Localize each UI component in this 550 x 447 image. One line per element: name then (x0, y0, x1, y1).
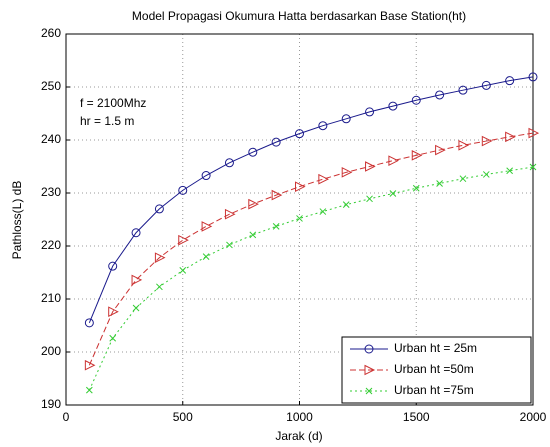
data-point (132, 304, 140, 312)
legend-marker (365, 387, 373, 395)
data-point (249, 231, 257, 239)
data-point (319, 208, 327, 215)
data-point (481, 80, 491, 90)
data-point (156, 283, 163, 291)
legend-label: Urban ht =50m (394, 362, 474, 376)
data-point (154, 252, 166, 263)
data-point (295, 181, 306, 192)
data-point (481, 135, 493, 147)
data-point (365, 161, 376, 172)
data-point (365, 107, 375, 117)
data-point (412, 184, 420, 192)
chart-title: Model Propagasi Okumura Hatta berdasarka… (132, 9, 466, 23)
data-point (411, 150, 423, 161)
data-point (505, 131, 516, 143)
data-point (84, 359, 96, 371)
annotation: hr = 1.5 m (80, 114, 134, 128)
legend-label: Urban ht = 25m (394, 341, 477, 355)
data-point (411, 95, 421, 105)
x-tick-label: 2000 (520, 410, 547, 424)
data-point (248, 198, 259, 210)
data-point (529, 163, 537, 171)
data-point (271, 189, 283, 201)
x-axis-label: Jarak (d) (275, 429, 322, 443)
data-point (458, 85, 468, 95)
data-point (108, 306, 119, 318)
y-axis-label: Pathloss(L) dB (10, 181, 24, 260)
data-point (108, 261, 118, 271)
x-tick-label: 1500 (403, 410, 430, 424)
data-point (201, 221, 213, 232)
data-point (318, 121, 328, 131)
data-point (436, 180, 443, 187)
data-point (224, 208, 236, 220)
y-tick-label: 220 (41, 238, 61, 252)
data-point (295, 129, 304, 139)
y-tick-label: 230 (41, 185, 61, 199)
data-point (341, 114, 351, 124)
data-point (109, 334, 117, 342)
data-point (154, 204, 164, 214)
y-tick-label: 200 (41, 344, 61, 358)
data-point (341, 167, 353, 178)
data-point (85, 386, 93, 394)
data-point (179, 267, 187, 274)
y-tick-label: 210 (41, 291, 61, 305)
y-tick-label: 190 (41, 397, 61, 411)
data-point (271, 137, 281, 147)
data-point (459, 175, 467, 183)
data-point (528, 72, 538, 82)
data-point (435, 90, 445, 100)
data-point (389, 190, 397, 197)
data-point (226, 241, 233, 249)
data-point (388, 155, 400, 166)
data-point (248, 147, 258, 157)
data-point (435, 144, 446, 156)
data-point (224, 158, 234, 168)
data-point (342, 201, 350, 209)
y-tick-label: 240 (41, 132, 61, 146)
data-point (272, 223, 280, 230)
x-tick-label: 0 (63, 410, 70, 424)
data-point (201, 171, 211, 181)
x-tick-label: 1000 (286, 410, 313, 424)
legend-label: Urban ht =75m (394, 383, 474, 397)
y-tick-label: 260 (41, 26, 61, 40)
x-tick-label: 500 (173, 410, 193, 424)
y-tick-label: 250 (41, 79, 61, 93)
data-point (366, 195, 373, 203)
data-point (388, 101, 398, 111)
data-point (318, 173, 329, 185)
data-point (482, 171, 490, 178)
data-point (458, 139, 470, 151)
axes-box (65, 33, 534, 406)
data-point (84, 318, 94, 328)
series-line (88, 166, 534, 391)
data-point (528, 127, 540, 139)
data-point (296, 215, 303, 222)
data-point (178, 234, 189, 246)
legend-marker (364, 364, 376, 376)
data-point (131, 274, 143, 286)
data-point (178, 185, 188, 195)
data-point (506, 167, 514, 175)
data-point (202, 253, 210, 260)
data-point (505, 76, 515, 86)
data-point (131, 228, 141, 238)
legend-marker (364, 344, 374, 354)
annotation: f = 2100Mhz (80, 96, 146, 110)
